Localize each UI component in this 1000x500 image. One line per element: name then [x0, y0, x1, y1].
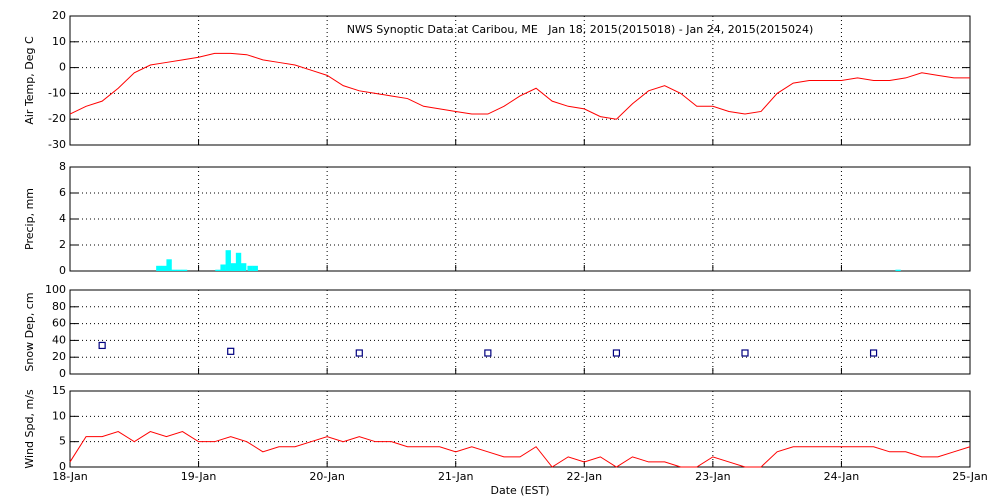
y-tick-label: -10 — [48, 86, 66, 99]
y-tick-label: 10 — [52, 409, 66, 422]
point — [484, 349, 492, 357]
y-tick-label: 15 — [52, 384, 66, 397]
x-tick-label: 23-Jan — [695, 470, 731, 483]
plot-frame — [69, 289, 971, 375]
y-tick-label: -30 — [48, 138, 66, 151]
chart-title: NWS Synoptic Data at Caribou, ME Jan 18,… — [347, 23, 814, 36]
y-tick-label: 100 — [45, 283, 66, 296]
bar — [166, 259, 172, 271]
y-axis-label: Snow Dep, cm — [23, 292, 36, 371]
x-tick-label: 21-Jan — [438, 470, 474, 483]
y-tick-label: 80 — [52, 300, 66, 313]
x-tick-label: 25-Jan — [952, 470, 988, 483]
y-tick-label: 2 — [59, 238, 66, 251]
y-tick-label: 0 — [59, 61, 66, 74]
y-axis-label: Wind Spd, m/s — [23, 389, 36, 469]
y-tick-label: 20 — [52, 9, 66, 22]
y-tick-label: 0 — [59, 460, 66, 473]
bar — [171, 269, 177, 271]
x-tick-label: 24-Jan — [824, 470, 860, 483]
line — [69, 52, 970, 120]
bar — [230, 263, 237, 271]
bar — [161, 265, 167, 271]
x-tick-label: 18-Jan — [52, 470, 88, 483]
y-tick-label: -20 — [48, 112, 66, 125]
point — [98, 341, 106, 350]
bar — [156, 265, 162, 271]
point — [355, 349, 363, 357]
bar — [235, 252, 242, 271]
y-tick-label: 0 — [59, 367, 66, 380]
y-tick-label: 20 — [52, 350, 66, 363]
bar — [895, 269, 901, 271]
y-tick-label: 10 — [52, 35, 66, 48]
y-tick-label: 60 — [52, 317, 66, 330]
y-axis-label: Precip, mm — [23, 188, 36, 250]
bar — [252, 265, 258, 271]
point — [612, 349, 621, 357]
point — [869, 349, 878, 357]
bar — [241, 263, 247, 271]
y-axis-label: Air Temp, Deg C — [23, 36, 36, 125]
bar — [176, 269, 183, 271]
x-tick-label: 19-Jan — [181, 470, 217, 483]
bar — [215, 269, 221, 271]
point — [227, 347, 235, 355]
x-axis-label: Date (EST) — [490, 484, 549, 497]
plot-frame — [69, 390, 971, 468]
y-tick-label: 6 — [59, 186, 66, 199]
bar — [181, 269, 188, 271]
x-tick-label: 22-Jan — [567, 470, 603, 483]
point — [741, 349, 749, 357]
y-tick-label: 0 — [59, 264, 66, 277]
y-tick-label: 8 — [59, 160, 66, 173]
y-tick-label: 4 — [59, 212, 66, 225]
y-tick-label: 40 — [52, 333, 66, 346]
bar — [220, 264, 226, 271]
bar — [247, 265, 253, 271]
bar — [225, 250, 231, 271]
y-tick-label: 5 — [59, 435, 66, 448]
x-tick-label: 20-Jan — [309, 470, 345, 483]
line — [69, 430, 971, 468]
